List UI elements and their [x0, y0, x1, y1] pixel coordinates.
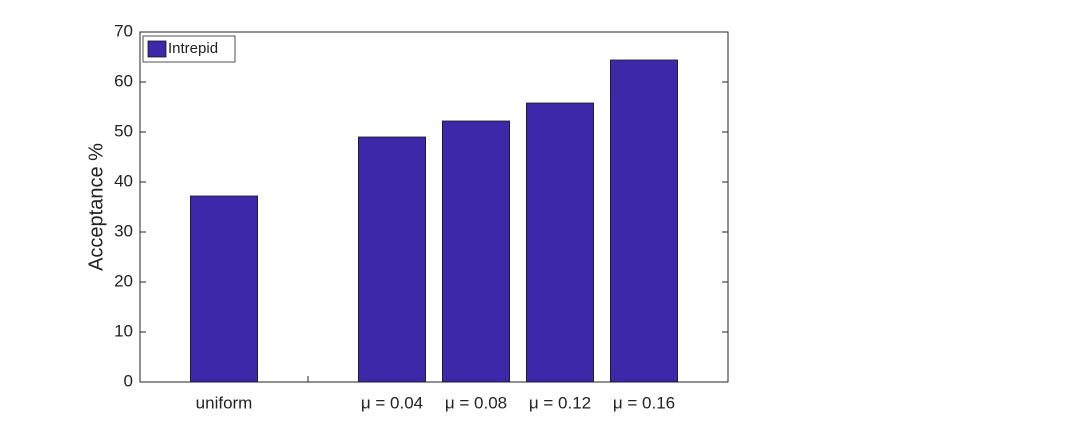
bar: [441, 120, 510, 383]
x-tick-label: μ = 0.04: [361, 393, 423, 412]
y-axis-label: Acceptance %: [85, 143, 107, 271]
legend-label: Intrepid: [168, 40, 218, 57]
y-tick-label: 50: [114, 121, 133, 140]
bar: [357, 136, 426, 383]
legend-swatch: [147, 40, 167, 58]
y-tick-label: 0: [124, 371, 133, 390]
bar: [610, 59, 679, 383]
bar: [526, 102, 595, 383]
x-tick-label: μ = 0.12: [529, 393, 591, 412]
x-tick-label: μ = 0.16: [613, 393, 675, 412]
y-tick-label: 60: [114, 71, 133, 90]
bar: [189, 195, 258, 383]
y-tick-label: 40: [114, 171, 133, 190]
x-tick-label: μ = 0.08: [445, 393, 507, 412]
y-tick-label: 20: [114, 271, 133, 290]
y-tick-label: 10: [114, 321, 133, 340]
y-tick-label: 30: [114, 221, 133, 240]
y-tick-label: 70: [114, 21, 133, 40]
x-tick-label: uniform: [196, 393, 253, 412]
